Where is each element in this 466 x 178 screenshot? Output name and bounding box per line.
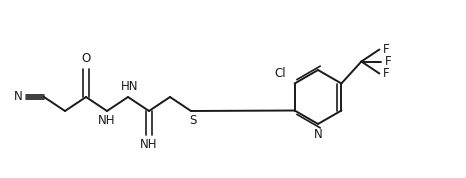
Text: S: S — [189, 114, 197, 127]
Text: F: F — [383, 67, 390, 80]
Text: HN: HN — [121, 80, 139, 93]
Text: N: N — [314, 129, 322, 142]
Text: NH: NH — [98, 114, 116, 127]
Text: F: F — [383, 43, 390, 56]
Text: NH: NH — [140, 138, 158, 151]
Text: O: O — [82, 53, 90, 66]
Text: N: N — [14, 90, 22, 103]
Text: Cl: Cl — [275, 67, 287, 80]
Text: F: F — [385, 55, 392, 68]
